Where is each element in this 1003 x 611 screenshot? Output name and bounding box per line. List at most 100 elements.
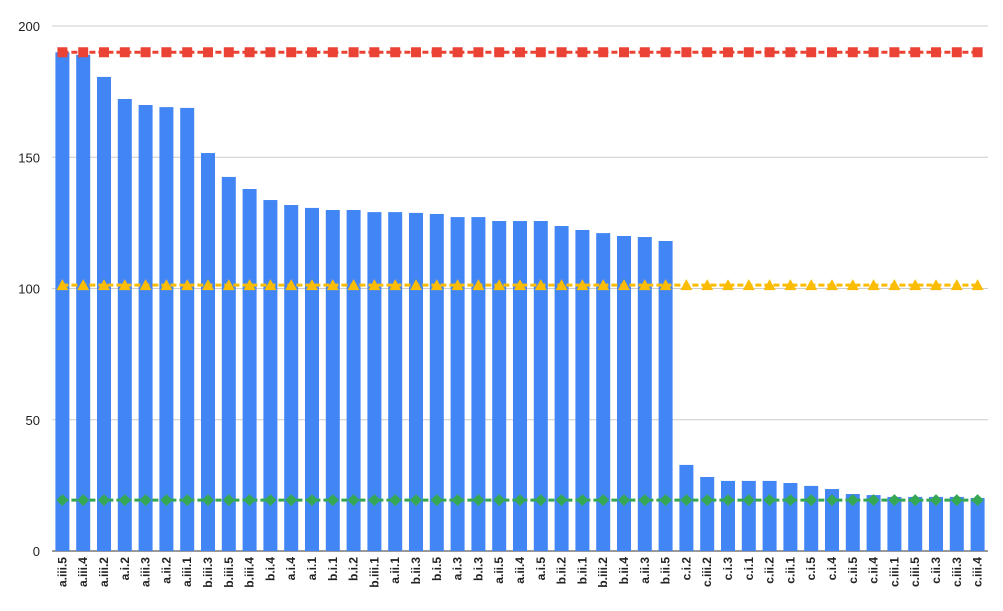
x-tick-label: c.ii.3 <box>929 557 943 584</box>
marker <box>203 47 213 58</box>
marker <box>888 279 901 291</box>
marker <box>785 47 796 58</box>
marker <box>742 494 755 507</box>
marker <box>118 494 131 507</box>
marker <box>140 47 151 58</box>
marker <box>160 494 173 507</box>
marker <box>368 279 381 291</box>
marker <box>515 47 525 58</box>
marker <box>77 494 90 507</box>
marker <box>763 494 776 507</box>
x-tick-label: c.iii.1 <box>887 557 901 587</box>
bar <box>970 497 985 551</box>
marker <box>555 494 568 507</box>
marker <box>784 279 797 291</box>
x-tick-label: b.i.1 <box>326 557 340 581</box>
marker <box>119 47 130 58</box>
y-tick-label: 50 <box>26 413 40 428</box>
marker <box>598 47 609 58</box>
marker <box>619 47 629 58</box>
x-tick-label: b.iii.3 <box>201 557 215 588</box>
x-tick-label: c.ii.2 <box>763 557 777 584</box>
marker <box>680 494 693 507</box>
marker <box>680 279 693 291</box>
x-tick-label: a.ii.3 <box>638 557 652 584</box>
x-tick-label: b.iii.2 <box>596 557 610 588</box>
bar <box>450 217 465 551</box>
bar <box>55 52 70 551</box>
marker <box>971 494 984 507</box>
marker <box>161 47 172 58</box>
marker <box>514 494 526 507</box>
x-tick-label: a.i.3 <box>451 557 465 581</box>
marker <box>368 494 381 507</box>
marker <box>389 494 402 507</box>
marker <box>722 494 734 507</box>
x-tick-label: a.iii.1 <box>180 557 194 587</box>
x-tick-label: a.iii.3 <box>139 557 153 587</box>
marker <box>556 47 567 58</box>
bar <box>97 76 111 552</box>
marker <box>971 279 984 291</box>
y-tick-label: 200 <box>18 19 40 34</box>
marker <box>451 494 464 507</box>
marker <box>77 279 90 291</box>
marker <box>431 47 442 58</box>
marker <box>638 494 651 507</box>
marker <box>764 47 775 58</box>
marker <box>472 279 485 291</box>
marker <box>264 279 277 291</box>
marker <box>597 494 610 507</box>
marker <box>742 279 755 291</box>
x-tick-label: b.iii.4 <box>243 557 257 588</box>
bar <box>762 480 777 551</box>
marker <box>390 47 401 58</box>
marker <box>701 494 714 507</box>
marker <box>493 494 506 507</box>
marker <box>805 494 818 507</box>
bar <box>492 221 507 551</box>
bar <box>596 233 611 552</box>
bar <box>887 496 902 551</box>
bar <box>325 210 340 551</box>
bar <box>367 212 382 552</box>
marker <box>723 47 733 58</box>
bar <box>929 496 943 551</box>
x-tick-label: b.ii.5 <box>659 557 673 585</box>
marker <box>264 494 277 507</box>
bar <box>138 105 153 551</box>
marker <box>910 47 921 58</box>
marker <box>847 47 858 58</box>
bar <box>825 489 839 551</box>
marker <box>222 279 235 291</box>
bar <box>221 176 236 551</box>
marker <box>285 494 298 507</box>
marker <box>452 47 463 58</box>
bar <box>346 210 361 551</box>
x-tick-label: c.i.1 <box>742 557 756 581</box>
x-tick-label: c.ii.1 <box>783 557 797 584</box>
marker <box>702 47 713 58</box>
marker <box>410 279 422 291</box>
marker <box>763 279 776 291</box>
marker <box>326 494 339 507</box>
marker <box>56 279 69 291</box>
x-tick-label: a.ii.1 <box>388 557 402 584</box>
bar <box>658 240 673 552</box>
marker <box>348 47 359 58</box>
x-tick-label: a.iii.4 <box>76 557 90 587</box>
bar <box>679 464 694 551</box>
marker <box>950 279 963 291</box>
x-tick-label: c.iii.2 <box>700 557 714 587</box>
bar <box>305 207 319 551</box>
marker <box>660 47 671 58</box>
marker <box>160 279 173 291</box>
marker <box>181 494 194 507</box>
bar <box>741 480 756 551</box>
bar <box>242 189 257 551</box>
bar <box>409 212 423 551</box>
marker <box>98 494 110 507</box>
x-tick-label: a.iii.2 <box>97 557 111 587</box>
bar <box>180 107 195 552</box>
